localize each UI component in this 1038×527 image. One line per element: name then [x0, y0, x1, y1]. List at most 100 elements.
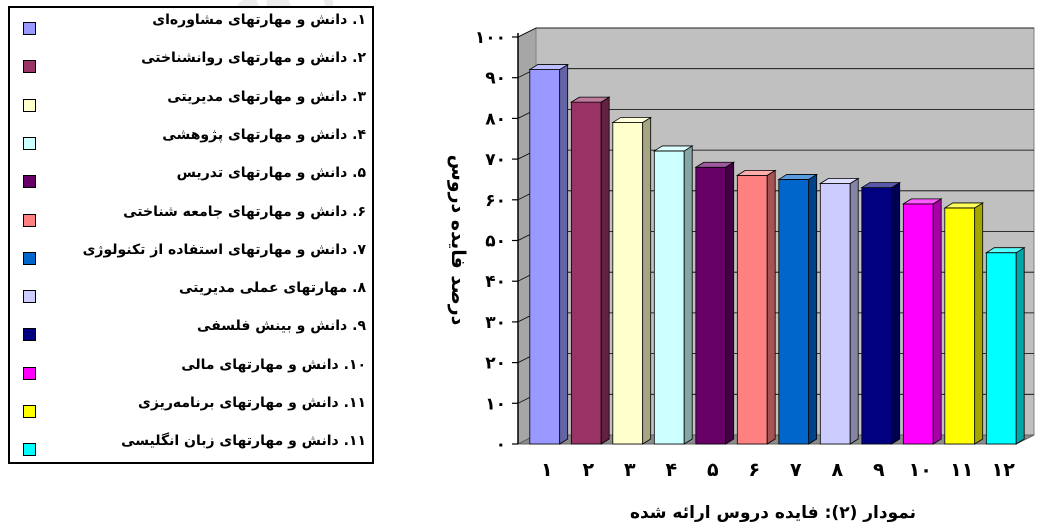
legend-item: ۶. دانش و مهارتهای جامعه شناختی: [10, 204, 372, 242]
x-axis-title: نمودار (۲): فایده دروس ارائه شده: [630, 503, 916, 523]
gridline: [517, 27, 1034, 38]
y-axis-title: درصد فایده دروس: [447, 155, 469, 326]
bar-top: [860, 182, 902, 188]
bar-side: [808, 173, 818, 445]
bar: [695, 166, 727, 445]
bar-side: [932, 198, 942, 445]
y-tick-label: ۶۰: [485, 191, 506, 211]
legend-label: ۱۰. دانش و مهارتهای مالی: [181, 356, 366, 373]
legend-swatch: [23, 328, 36, 342]
legend-item: ۲. دانش و مهارتهای روانشناختی: [10, 50, 372, 88]
legend-swatch: [23, 175, 36, 189]
legend-item: ۸. مهارتهای عملی مدیریتی: [10, 280, 372, 318]
bar: [736, 174, 768, 445]
bar: [653, 150, 685, 445]
bar-top: [777, 174, 819, 180]
legend-label: ۴. دانش و مهارتهای پژوهشی: [162, 126, 366, 143]
x-tick-label: ۴: [665, 459, 677, 481]
bar-top: [694, 161, 736, 168]
bar: [902, 203, 934, 445]
bar-side: [725, 161, 735, 445]
bar-side: [600, 96, 610, 445]
y-tick-label: ۲۰: [485, 354, 506, 374]
legend-label: ۳. دانش و مهارتهای مدیریتی: [167, 88, 366, 105]
bar-top: [735, 169, 777, 176]
bar-top: [611, 117, 653, 123]
legend-label: ۶. دانش و مهارتهای جامعه شناختی: [123, 203, 366, 220]
legend-item: ۱. دانش و مهارتهای مشاوره‌ای: [10, 12, 372, 50]
y-tick-label: ۵۰: [485, 232, 506, 252]
x-tick-label: ۱۱: [950, 459, 973, 481]
x-tick-label: ۲: [582, 459, 594, 481]
bar-side: [642, 116, 652, 445]
legend-label: ۸. مهارتهای عملی مدیریتی: [179, 280, 366, 297]
bar: [861, 187, 893, 445]
bar-side: [974, 202, 984, 445]
y-tick-label: ۱۰۰: [475, 28, 506, 48]
legend-item: ۱۱. دانش و مهارتهای زبان انگلیسی: [10, 433, 372, 471]
legend-label: ۱. دانش و مهارتهای مشاوره‌ای: [152, 12, 366, 28]
x-tick-label: ۶: [748, 459, 760, 481]
legend-item: ۵. دانش و مهارتهای تدریس: [10, 165, 372, 203]
legend-swatch: [23, 136, 36, 150]
legend-swatch: [23, 98, 36, 112]
bar-top: [818, 178, 860, 184]
y-tick-label: ۸۰: [485, 109, 506, 129]
bar-side: [1015, 246, 1025, 445]
y-tick-label: ۹۰: [485, 69, 506, 89]
legend-item: ۴. دانش و مهارتهای پژوهشی: [10, 127, 372, 165]
y-tick-label: ۷۰: [485, 150, 506, 170]
legend-label: ۵. دانش و مهارتهای تدریس: [176, 165, 366, 182]
legend-swatch: [23, 366, 36, 380]
x-tick-label: ۷: [790, 459, 802, 481]
bar: [819, 183, 851, 445]
legend-label: ۱۱. دانش و مهارتهای زبان انگلیسی: [121, 433, 366, 450]
bar-top: [984, 247, 1026, 254]
x-tick-label: ۱: [541, 459, 553, 481]
legend-swatch: [23, 405, 36, 418]
x-tick-label: ۵: [707, 459, 719, 481]
bar-top: [943, 202, 985, 209]
y-tick-label: ۴۰: [485, 272, 506, 292]
legend-item: ۷. دانش و مهارتهای استفاده از تکنولوژی: [10, 242, 372, 280]
legend-item: ۳. دانش و مهارتهای مدیریتی: [10, 89, 372, 127]
bar-top: [569, 96, 611, 103]
x-tick-label: ۳: [624, 459, 636, 481]
bar-top: [901, 198, 943, 205]
legend-swatch: [23, 290, 36, 304]
legend-swatch: [23, 60, 36, 74]
bar-side: [891, 181, 901, 445]
bar: [529, 69, 561, 445]
bar-side: [683, 145, 693, 445]
legend-swatch: [23, 22, 36, 35]
legend-swatch: [23, 213, 36, 227]
legend-label: ۷. دانش و مهارتهای استفاده از تکنولوژی: [82, 241, 366, 258]
legend-label: ۱۱. دانش و مهارتهای برنامه‌ریزی: [138, 395, 366, 411]
legend-swatch: [23, 251, 36, 265]
x-tick-label: ۹: [873, 459, 885, 481]
bar-top: [528, 64, 570, 70]
y-tick-label: ۰: [496, 435, 506, 455]
legend-label: ۹. دانش و بینش فلسفی: [197, 318, 366, 335]
x-tick-label: ۱۲: [992, 459, 1016, 481]
legend-label: ۲. دانش و مهارتهای روانشناختی: [141, 50, 366, 67]
y-tick-label: ۱۰: [485, 394, 506, 414]
bar-side: [559, 63, 569, 445]
bar-top: [652, 145, 694, 152]
y-tick-label: ۳۰: [485, 313, 506, 333]
x-tick-label: ۸: [831, 459, 843, 481]
legend-item: ۱۱. دانش و مهارتهای برنامه‌ریزی: [10, 395, 372, 433]
bar-side: [849, 177, 859, 445]
bar: [985, 252, 1017, 445]
bar-side: [766, 169, 776, 445]
chart-legend: ۱. دانش و مهارتهای مشاوره‌ای ۲. دانش و مه…: [8, 6, 374, 464]
bar: [570, 101, 602, 445]
bar: [944, 207, 976, 445]
bar: [612, 122, 644, 445]
legend-item: ۱۰. دانش و مهارتهای مالی: [10, 357, 372, 395]
legend-swatch: [23, 443, 36, 457]
legend-item: ۹. دانش و بینش فلسفی: [10, 318, 372, 356]
x-tick-label: ۱۰: [909, 459, 932, 481]
bar: [778, 179, 810, 445]
